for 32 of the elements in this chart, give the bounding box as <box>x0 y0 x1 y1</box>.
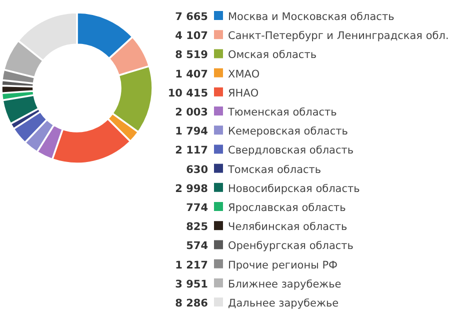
data-label: 10 415 <box>168 87 208 100</box>
legend-label: Оренбургская область <box>228 240 354 252</box>
legend-label: Омская область <box>228 49 317 62</box>
legend-label: ЯНАО <box>228 87 259 100</box>
legend-label: Ближнее зарубежье <box>228 278 342 290</box>
data-label: 3 951 <box>175 278 208 290</box>
data-label: 1 407 <box>175 68 208 80</box>
legend-label: Санкт-Петербург и Ленинградская обл. <box>228 30 449 42</box>
data-label: 574 <box>186 240 208 252</box>
legend-label: Новосибирская область <box>228 182 360 195</box>
data-label: 774 <box>186 202 208 214</box>
data-label: 7 665 <box>175 11 208 23</box>
data-label: 1 217 <box>175 259 208 272</box>
data-label: 2 998 <box>175 182 208 195</box>
data-label: 630 <box>186 164 208 176</box>
data-label: 2 003 <box>175 106 208 118</box>
data-label: 825 <box>186 221 208 234</box>
legend-label: Свердловская область <box>228 144 354 157</box>
legend-label: Прочие регионы РФ <box>228 259 338 272</box>
data-label: 4 107 <box>175 30 208 42</box>
legend-label: Тюменская область <box>227 106 337 118</box>
data-label: 2 117 <box>175 144 208 157</box>
legend-label: Кемеровская область <box>228 126 348 138</box>
legend-label: Москва и Московская область <box>228 11 394 23</box>
data-label: 8 286 <box>175 298 208 310</box>
legend-label: Ярославская область <box>228 202 346 214</box>
legend-label: Челябинская область <box>228 221 348 234</box>
legend-label: ХМАО <box>228 68 260 80</box>
data-label: 8 519 <box>175 49 208 62</box>
data-label: 1 794 <box>175 126 208 138</box>
legend-label: Дальнее зарубежье <box>228 298 339 310</box>
legend-label: Томская область <box>227 164 322 176</box>
